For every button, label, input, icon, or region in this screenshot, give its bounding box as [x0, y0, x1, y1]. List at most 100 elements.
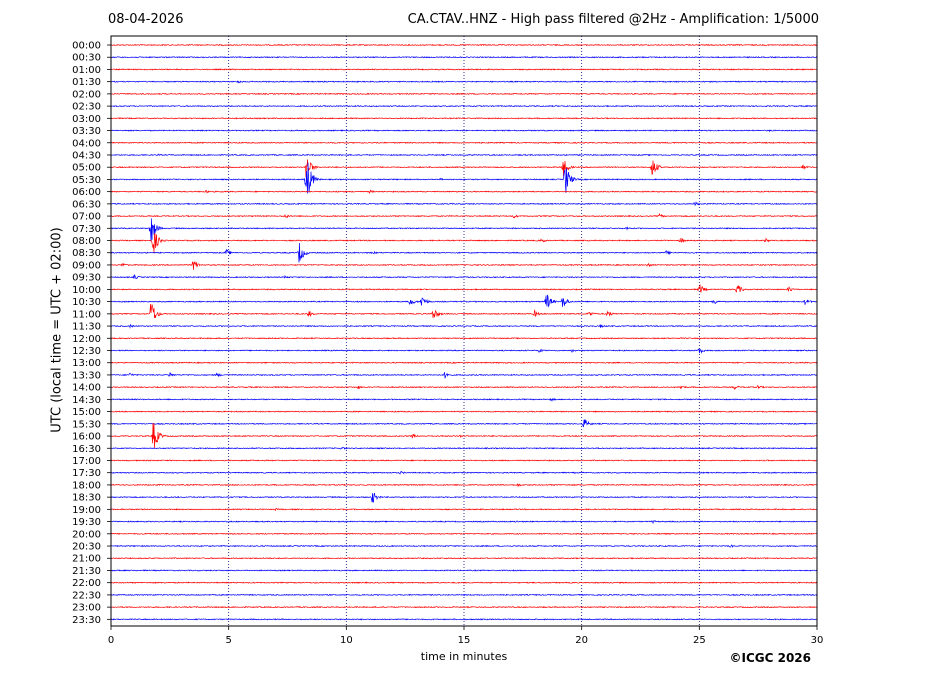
- chart-date: 08-04-2026: [108, 12, 184, 27]
- y-tick-label: 22:00: [72, 578, 101, 589]
- trace-1230: [110, 348, 818, 354]
- y-tick-label: 01:30: [72, 77, 101, 88]
- trace-0630: [110, 201, 818, 206]
- x-tick-label: 30: [811, 635, 824, 646]
- y-tick-label: 14:30: [72, 395, 101, 406]
- y-tick-label: 11:30: [72, 322, 101, 333]
- y-tick-label: 21:00: [72, 554, 101, 565]
- y-tick-label: 20:30: [72, 542, 101, 553]
- y-tick-label: 13:30: [72, 370, 101, 381]
- trace-1330: [110, 372, 818, 379]
- y-tick-label: 15:30: [72, 419, 101, 430]
- trace-1830: [110, 492, 818, 503]
- y-tick-label: 23:00: [72, 603, 101, 614]
- trace-1500: [110, 410, 818, 413]
- trace-2130: [110, 569, 818, 572]
- y-tick-label: 09:00: [72, 260, 101, 271]
- trace-0400: [110, 141, 818, 144]
- x-tick-label: 10: [340, 635, 353, 646]
- trace-0930: [110, 273, 818, 280]
- y-tick-label: 10:00: [72, 285, 101, 296]
- trace-1730: [110, 471, 818, 475]
- trace-0200: [110, 92, 818, 96]
- trace-1900: [110, 507, 818, 512]
- y-tick-label: 10:30: [72, 297, 101, 308]
- trace-0030: [110, 56, 818, 59]
- y-tick-label: 21:30: [72, 566, 101, 577]
- trace-2330: [110, 618, 818, 621]
- x-tick-label: 0: [108, 635, 114, 646]
- x-tick-label: 5: [225, 635, 231, 646]
- trace-0700: [110, 212, 818, 219]
- trace-0900: [110, 261, 818, 270]
- y-tick-label: 06:30: [72, 199, 101, 210]
- trace-1200: [110, 337, 818, 340]
- trace-2230: [110, 593, 818, 597]
- y-tick-label: 19:00: [72, 505, 101, 516]
- copyright-label: ©ICGC 2026: [729, 651, 811, 665]
- trace-0000: [110, 43, 818, 47]
- trace-0600: [110, 189, 818, 194]
- trace-1000: [110, 284, 818, 293]
- x-tick-label: 25: [693, 635, 706, 646]
- y-tick-label: 03:00: [72, 114, 101, 125]
- trace-0430: [110, 153, 818, 157]
- trace-1930: [110, 519, 818, 525]
- trace-0830: [110, 242, 818, 263]
- y-tick-label: 07:00: [72, 212, 101, 223]
- trace-2000: [110, 532, 818, 535]
- y-tick-label: 23:30: [72, 615, 101, 626]
- y-tick-label: 03:30: [72, 126, 101, 137]
- trace-2030: [110, 544, 818, 548]
- trace-1700: [110, 459, 818, 462]
- trace-1400: [110, 385, 818, 391]
- trace-0230: [110, 104, 818, 108]
- y-tick-label: 02:30: [72, 102, 101, 113]
- x-tick-label: 20: [575, 635, 588, 646]
- y-tick-label: 22:30: [72, 590, 101, 601]
- trace-1100: [110, 303, 818, 319]
- trace-2100: [110, 557, 818, 560]
- y-tick-label: 05:30: [72, 175, 101, 186]
- trace-0100: [110, 68, 818, 71]
- y-tick-label: 09:30: [72, 273, 101, 284]
- y-tick-label: 18:00: [72, 480, 101, 491]
- x-axis-label: time in minutes: [420, 650, 508, 663]
- trace-0530: [110, 162, 818, 194]
- trace-1430: [110, 397, 818, 402]
- y-tick-label: 01:00: [72, 65, 101, 76]
- trace-2300: [110, 605, 818, 609]
- y-axis-label: UTC (local time = UTC + 02:00): [49, 227, 65, 433]
- trace-0800: [110, 233, 818, 253]
- trace-1600: [110, 423, 818, 449]
- trace-2200: [110, 581, 818, 584]
- y-tick-label: 00:00: [72, 41, 101, 52]
- trace-0300: [110, 117, 818, 120]
- y-tick-label: 14:00: [72, 383, 101, 394]
- y-tick-label: 05:00: [72, 163, 101, 174]
- y-tick-label: 18:30: [72, 493, 101, 504]
- y-tick-label: 11:00: [72, 309, 101, 320]
- y-tick-label: 17:00: [72, 456, 101, 467]
- trace-1030: [110, 294, 818, 308]
- y-tick-label: 04:30: [72, 150, 101, 161]
- y-tick-label: 19:30: [72, 517, 101, 528]
- y-tick-label: 04:00: [72, 138, 101, 149]
- trace-0500: [110, 159, 818, 178]
- y-tick-label: 00:30: [72, 53, 101, 64]
- y-tick-label: 07:30: [72, 224, 101, 235]
- trace-0330: [110, 129, 818, 133]
- y-tick-label: 08:00: [72, 236, 101, 247]
- y-tick-label: 13:00: [72, 358, 101, 369]
- y-tick-label: 08:30: [72, 248, 101, 259]
- trace-1300: [110, 361, 818, 364]
- y-tick-label: 16:30: [72, 444, 101, 455]
- y-tick-label: 15:00: [72, 407, 101, 418]
- y-tick-label: 16:00: [72, 432, 101, 443]
- trace-0730: [110, 218, 818, 242]
- x-tick-label: 15: [458, 635, 471, 646]
- trace-1130: [110, 323, 818, 329]
- y-tick-label: 17:30: [72, 468, 101, 479]
- y-tick-label: 12:00: [72, 334, 101, 345]
